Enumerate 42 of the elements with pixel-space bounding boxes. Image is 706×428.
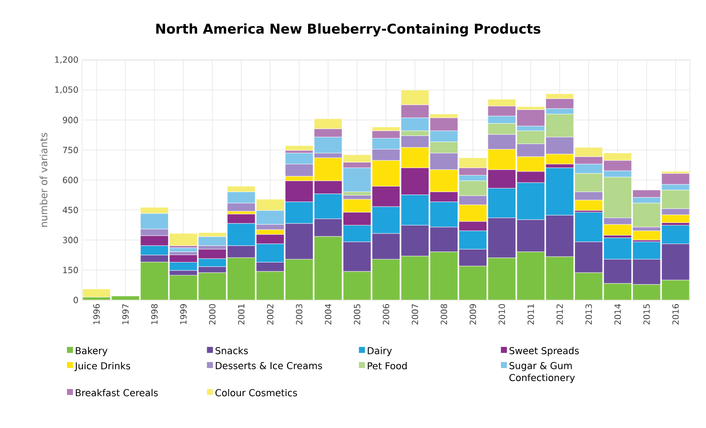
- y-tick-label: 1,200: [55, 56, 78, 64]
- x-tick-label: 2009: [470, 304, 476, 324]
- x-tick-label: 2011: [528, 304, 534, 324]
- x-tick-label: 1996: [93, 304, 100, 324]
- x-tick-label: 2007: [412, 304, 418, 324]
- y-tick-label: 600: [62, 176, 78, 184]
- chart-title: North America New Blueberry-Containing Products: [156, 23, 540, 37]
- y-tick-label: 300: [62, 236, 78, 244]
- legend-label: Snacks: [216, 346, 248, 354]
- x-tick-label: 2005: [354, 304, 360, 324]
- legend-label: Sugar & Gum Confectionery: [509, 362, 575, 383]
- x-tick-label: 2016: [672, 304, 679, 324]
- legend-label: Dairy: [368, 346, 392, 356]
- legend-label: Pet Food: [368, 362, 407, 370]
- legend-label: Juice Drinks: [74, 362, 130, 372]
- x-tick-label: 2006: [382, 304, 390, 324]
- x-tick-label: 2010: [498, 304, 506, 324]
- y-tick-label: 1,050: [55, 86, 78, 94]
- legend-label: Breakfast Cereals: [76, 388, 158, 396]
- legend-label: Colour Cosmetics: [215, 388, 298, 396]
- x-tick-label: 1998: [151, 304, 158, 324]
- legend-label: Desserts & Ice Creams: [216, 362, 322, 370]
- x-tick-label: 2014: [614, 304, 621, 324]
- y-tick-label: 450: [62, 206, 78, 214]
- x-tick-label: 2002: [266, 304, 274, 324]
- y-tick-label: 750: [63, 146, 78, 154]
- x-tick-label: 2004: [324, 304, 332, 324]
- x-tick-label: 2003: [296, 304, 302, 324]
- x-tick-label: 2008: [440, 304, 448, 324]
- y-tick-label: 0: [74, 296, 78, 304]
- x-tick-label: 2000: [209, 304, 216, 324]
- x-tick-label: 2001: [238, 304, 244, 324]
- x-tick-label: 2013: [585, 304, 592, 324]
- y-tick-label: 150: [63, 266, 78, 274]
- x-tick-label: 2015: [643, 304, 650, 324]
- legend-label: Sweet Spreads: [510, 346, 579, 356]
- x-tick-label: 2012: [556, 304, 563, 324]
- x-tick-label: 1997: [122, 304, 129, 324]
- legend-label: Bakery: [76, 346, 108, 356]
- y-tick-label: 900: [62, 116, 78, 124]
- x-tick-label: 1999: [180, 304, 187, 324]
- y-axis-title: number of variants: [40, 132, 48, 227]
